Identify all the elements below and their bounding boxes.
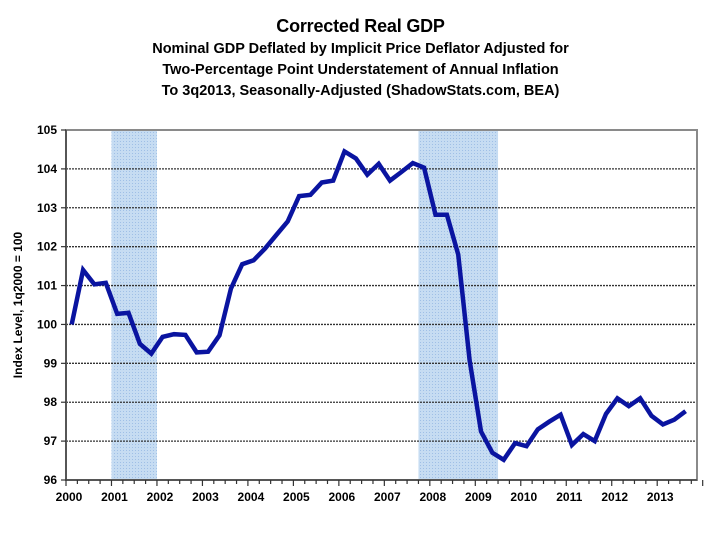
recession-band [111, 130, 157, 480]
x-tick-label: 2009 [465, 490, 492, 504]
y-tick-label: 104 [37, 162, 57, 176]
chart-title: Corrected Real GDP [276, 16, 445, 36]
x-tick-label: 2003 [192, 490, 219, 504]
y-tick-label: 96 [44, 473, 58, 487]
x-tick-label: 2006 [329, 490, 356, 504]
y-tick-label: 103 [37, 201, 57, 215]
recession-band [418, 130, 499, 480]
x-tick-label: 2004 [238, 490, 265, 504]
x-tick-label: 2011 [556, 490, 582, 504]
gridlines [66, 129, 697, 442]
x-tick-label: 2002 [147, 490, 174, 504]
x-tick-label: 2008 [419, 490, 446, 504]
series-line [69, 148, 687, 463]
series [69, 148, 687, 463]
x-tick-label: 2001 [101, 490, 128, 504]
x-tick-label: 2007 [374, 490, 401, 504]
y-tick-label: 99 [44, 356, 58, 370]
x-axis: 2000 2001 2002 2003 2004 2005 2006 2007 2008 2009… [56, 479, 704, 504]
recession-bands [111, 130, 499, 480]
y-tick-label: 105 [37, 123, 57, 137]
x-tick-label: 2013 [647, 490, 674, 504]
chart-subtitle-line-2: Two-Percentage Point Understatement of A… [162, 62, 559, 78]
chart-subtitle-line-1: Nominal GDP Deflated by Implicit Price D… [152, 41, 569, 57]
y-tick-label: 101 [37, 279, 57, 293]
x-tick-label: 2000 [56, 490, 83, 504]
x-tick-label: 2005 [283, 490, 310, 504]
y-tick-label: 98 [44, 395, 58, 409]
x-tick-label: 2010 [510, 490, 537, 504]
y-axis: 96 97 98 99 100 101 102 103 104 105 [37, 123, 67, 487]
y-tick-label: 97 [44, 434, 58, 448]
x-tick-label: 2012 [601, 490, 628, 504]
chart-subtitle-line-3: To 3q2013, Seasonally-Adjusted (ShadowSt… [161, 83, 560, 99]
y-tick-label: 102 [37, 240, 57, 254]
y-tick-label: 100 [37, 317, 57, 331]
y-axis-title: Index Level, 1q2000 = 100 [11, 231, 25, 378]
